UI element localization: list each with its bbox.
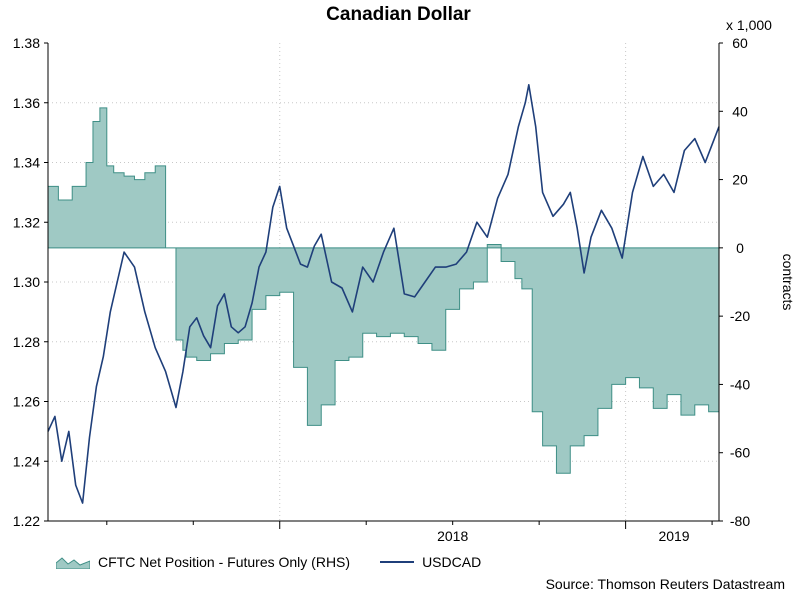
right-tick-label: 20: [732, 172, 748, 188]
usdcad-line: [47, 84, 720, 504]
cftc-area: [47, 107, 720, 474]
right-axis-label: contracts: [780, 254, 796, 311]
left-tick-label: 1.28: [13, 334, 40, 350]
x-axis-ticks: 2018 2019: [106, 521, 713, 544]
legend-item-usdcad: USDCAD: [380, 554, 481, 570]
cftc-area-series: [47, 107, 720, 474]
left-axis-ticks: 1.38 1.36 1.34 1.32 1.30 1.28 1.26 1.24 1.22: [13, 35, 48, 529]
right-tick-label: -20: [730, 308, 750, 324]
x-tick-label: 2019: [658, 528, 689, 544]
right-tick-label: 40: [732, 103, 748, 119]
right-tick-label: -40: [730, 376, 750, 392]
source-note: Source: Thomson Reuters Datastream: [545, 576, 785, 592]
legend: CFTC Net Position - Futures Only (RHS) U…: [56, 554, 511, 570]
right-tick-label: -80: [730, 513, 750, 529]
legend-swatch-line-icon: [380, 561, 415, 563]
right-axis-ticks: 60 40 20 0 -20 -40 -60 -80: [719, 35, 750, 529]
legend-label-cftc: CFTC Net Position - Futures Only (RHS): [98, 554, 351, 570]
legend-item-cftc: CFTC Net Position - Futures Only (RHS): [56, 554, 350, 570]
left-tick-label: 1.26: [13, 394, 40, 410]
left-tick-label: 1.32: [13, 214, 40, 230]
left-tick-label: 1.36: [13, 95, 40, 111]
left-tick-label: 1.38: [13, 35, 40, 51]
legend-swatch-area-icon: [56, 557, 90, 569]
left-tick-label: 1.24: [13, 453, 40, 469]
legend-label-usdcad: USDCAD: [422, 554, 482, 570]
right-tick-label: 0: [736, 240, 744, 256]
right-axis-multiplier: x 1,000: [726, 17, 772, 33]
left-tick-label: 1.22: [13, 513, 40, 529]
chart-title: Canadian Dollar: [326, 4, 471, 25]
usdcad-line-series: [47, 84, 720, 504]
x-tick-label: 2018: [437, 528, 468, 544]
right-tick-label: 60: [732, 35, 748, 51]
left-tick-label: 1.30: [13, 274, 40, 290]
right-tick-label: -60: [730, 445, 750, 461]
left-tick-label: 1.34: [13, 155, 40, 171]
